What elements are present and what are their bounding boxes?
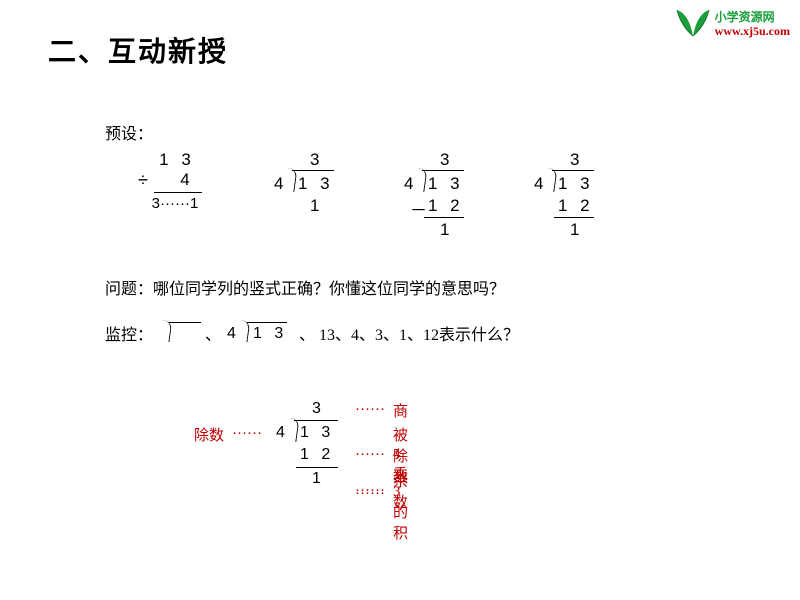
ex3-rline bbox=[424, 217, 464, 218]
dots-icon: ······ bbox=[355, 402, 385, 419]
ex1-line bbox=[154, 192, 202, 193]
ex1-dividend: 1 3 bbox=[144, 150, 210, 170]
annotated-division: 3 4 1 3 1 2 1 除数 ······ ······ 商 ······ … bbox=[260, 400, 350, 510]
annot-subtrahend: 1 2 bbox=[300, 446, 334, 464]
annot-quotient-label-row: ······ 商 bbox=[355, 400, 408, 421]
mon-dividend: 1 3 bbox=[253, 325, 287, 343]
ex1-divisor: 4 bbox=[160, 170, 210, 190]
remainder-label: 余数 bbox=[393, 470, 408, 512]
annot-divisor-label-row: 除数 ······ bbox=[194, 424, 262, 445]
site-logo: 小学资源网 www.xj5u.com bbox=[675, 8, 790, 40]
ex2-qline bbox=[292, 170, 334, 171]
monitor-line: 监控： 、 4 1 3 、 13、4、3、1、12表示什么？ bbox=[105, 320, 519, 346]
monitor-tail: 13、4、3、1、12表示什么？ bbox=[319, 321, 519, 345]
logo-title: 小学资源网 bbox=[715, 10, 790, 24]
ex3-remainder: 1 bbox=[440, 220, 453, 240]
annot-dividend: 1 3 bbox=[300, 424, 334, 442]
ex1-operator: ÷ bbox=[138, 170, 148, 191]
ex2-quotient: 3 bbox=[310, 150, 323, 170]
monitor-division-symbol: 4 1 3 bbox=[225, 320, 295, 346]
monitor-label: 监控： bbox=[105, 321, 153, 345]
preset-label: 预设： bbox=[105, 120, 153, 144]
annot-qline bbox=[294, 420, 338, 421]
ex1-result: 3······1 bbox=[140, 195, 210, 212]
division-examples-row: 1 3 ÷ 4 3······1 3 4 1 3 1 3 4 1 3 － 1 2… bbox=[130, 150, 600, 250]
logo-url: www.xj5u.com bbox=[715, 24, 790, 38]
ex4-dividend: 1 3 bbox=[558, 174, 594, 194]
annot-remainder-label-row: ······ 余数 bbox=[355, 470, 408, 512]
dots-icon: ······ bbox=[232, 426, 262, 443]
quotient-label: 商 bbox=[393, 400, 408, 421]
ex3-subtrahend: 1 2 bbox=[428, 196, 464, 216]
logo-text: 小学资源网 www.xj5u.com bbox=[715, 10, 790, 39]
example-4: 3 4 1 3 1 2 1 bbox=[530, 150, 600, 250]
annot-quotient: 3 bbox=[312, 400, 325, 418]
ex4-bracket bbox=[542, 168, 557, 192]
annot-bracket bbox=[284, 418, 299, 442]
monitor-sep1: 、 bbox=[205, 321, 221, 345]
ex3-qline bbox=[422, 170, 464, 171]
annot-longdiv: 3 4 1 3 1 2 1 bbox=[260, 400, 350, 510]
annot-remainder: 1 bbox=[312, 470, 325, 488]
monitor-sep2: 、 bbox=[299, 321, 315, 345]
leaf-icon bbox=[675, 8, 711, 40]
ex2-line1: 1 bbox=[310, 196, 323, 216]
ex4-rline bbox=[554, 217, 594, 218]
division-bracket-icon bbox=[157, 320, 201, 346]
divisor-label: 除数 bbox=[194, 424, 224, 445]
ex4-remainder: 1 bbox=[570, 220, 583, 240]
example-2: 3 4 1 3 1 bbox=[270, 150, 340, 220]
example-1: 1 3 ÷ 4 3······1 bbox=[130, 150, 210, 250]
ex4-subtrahend: 1 2 bbox=[558, 196, 594, 216]
ex4-quotient: 3 bbox=[570, 150, 583, 170]
example-3: 3 4 1 3 － 1 2 1 bbox=[400, 150, 470, 250]
dots-icon: ······ bbox=[355, 483, 385, 500]
ex2-bracket bbox=[282, 168, 297, 192]
ex3-bracket bbox=[412, 168, 427, 192]
ex3-quotient: 3 bbox=[440, 150, 453, 170]
section-title: 二、互动新授 bbox=[48, 30, 228, 70]
ex2-dividend: 1 3 bbox=[298, 174, 334, 194]
ex4-qline bbox=[552, 170, 594, 171]
annot-rline bbox=[296, 467, 338, 468]
question-text: 问题：哪位同学列的竖式正确？你懂这位同学的意思吗？ bbox=[105, 275, 505, 299]
ex3-dividend: 1 3 bbox=[428, 174, 464, 194]
